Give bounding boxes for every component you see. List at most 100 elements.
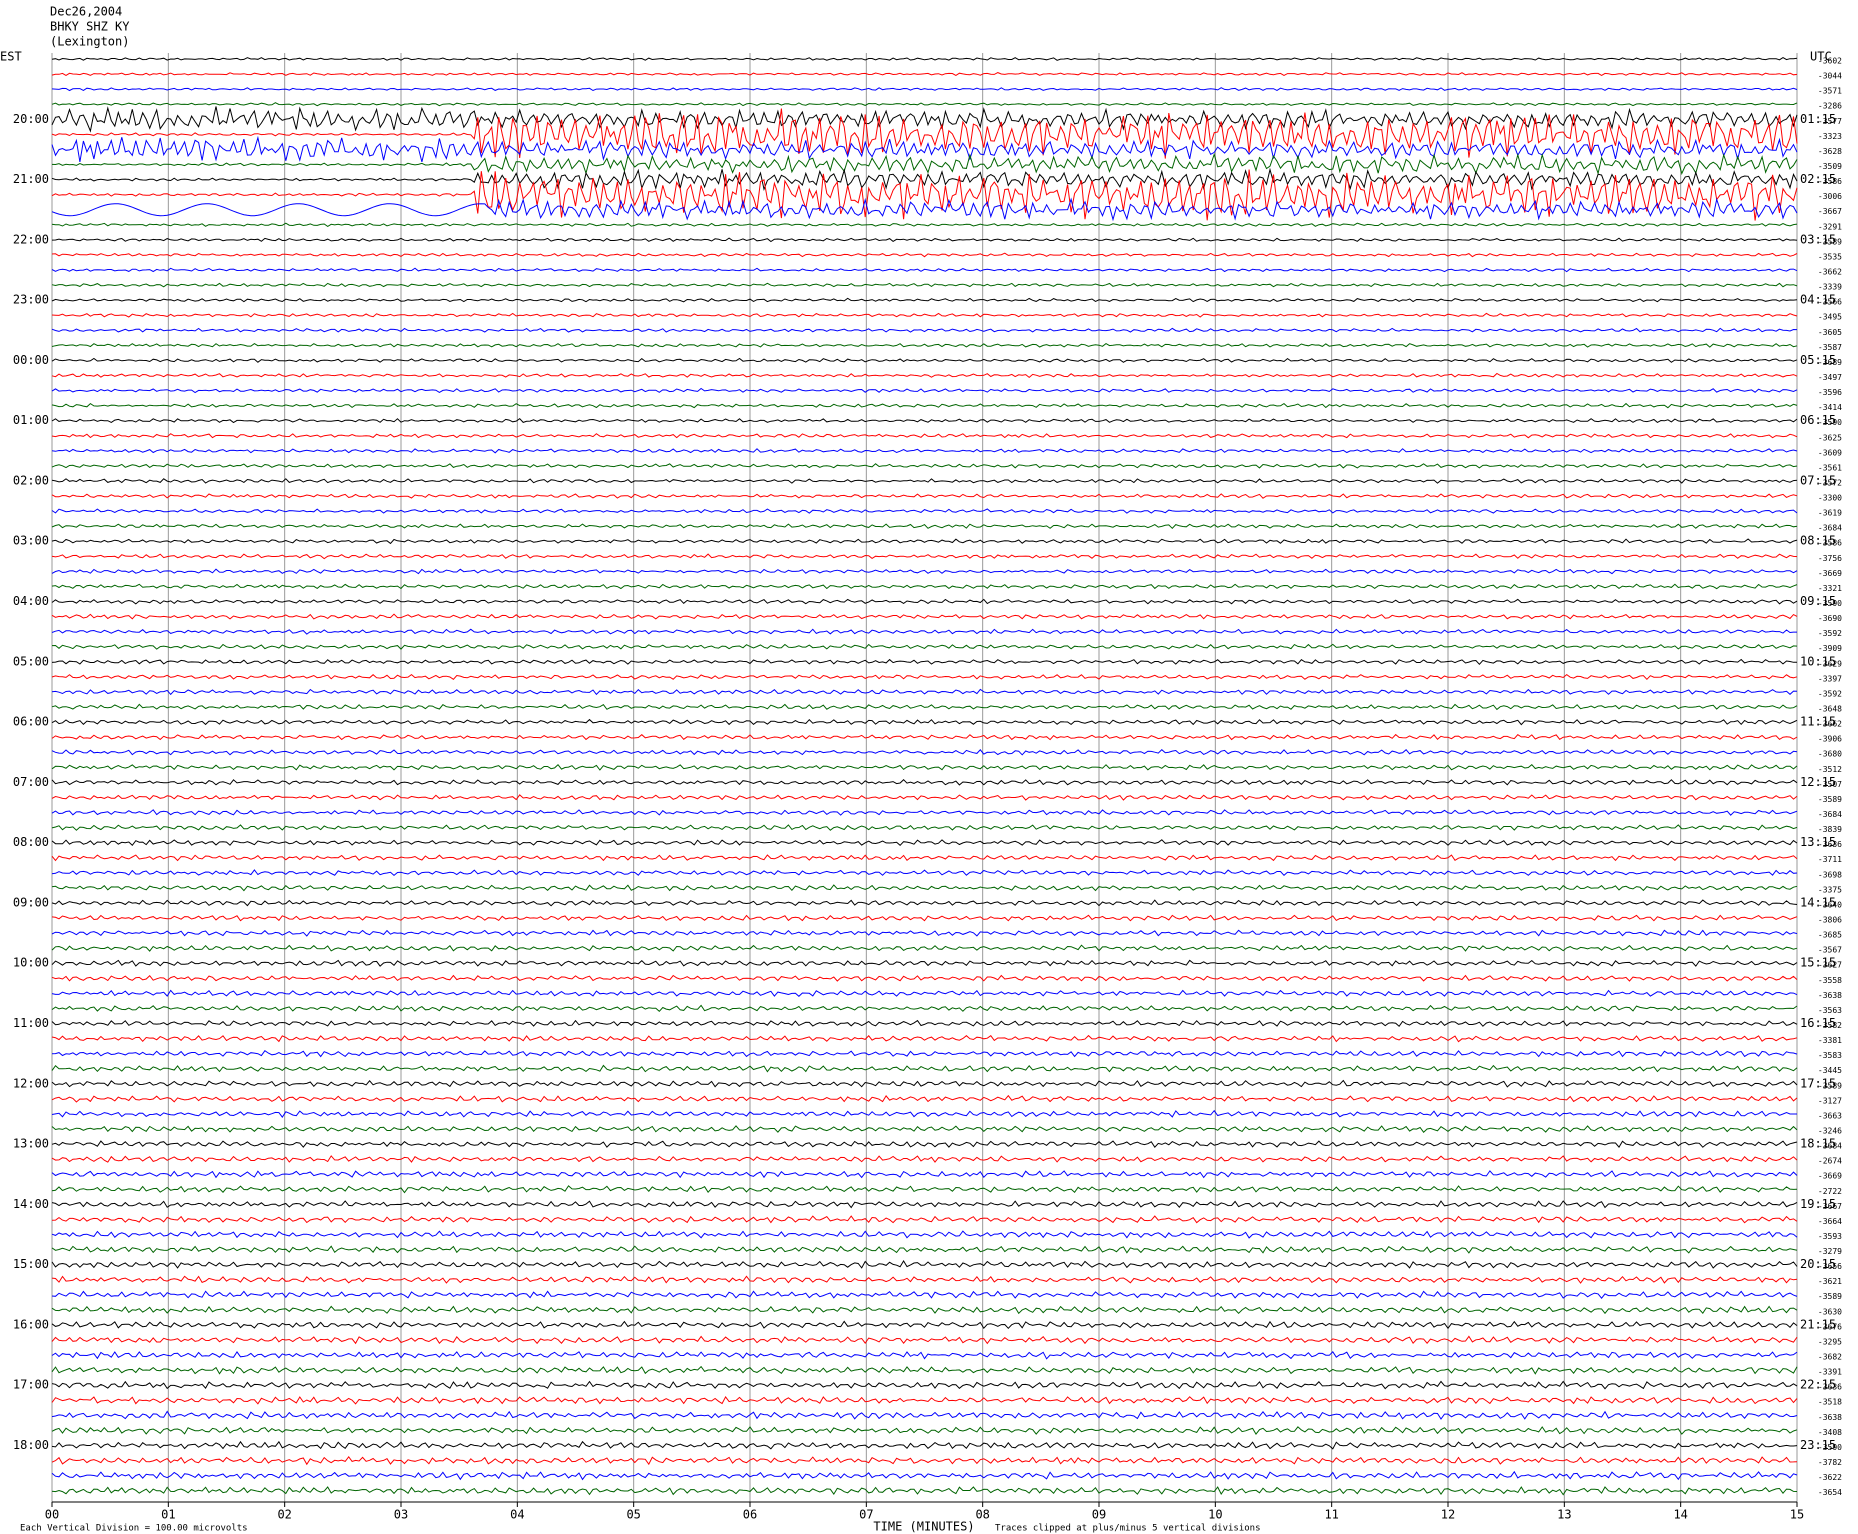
trace [51, 267, 1798, 273]
trace-offset: -3445 [1818, 1066, 1842, 1075]
trace-offset: -3535 [1818, 252, 1842, 261]
x-tick-label: 08 [975, 1508, 989, 1522]
est-label: 21:00 [13, 172, 49, 186]
trace-offset: -3711 [1818, 855, 1842, 864]
est-label: 03:00 [13, 534, 49, 548]
trace-offset: -3638 [1818, 1413, 1842, 1422]
utc-label: 04:15 [1800, 293, 1836, 307]
trace-offset: -3596 [1818, 388, 1842, 397]
trace [51, 418, 1798, 424]
utc-label: 06:15 [1800, 413, 1836, 427]
trace [51, 613, 1798, 620]
trace-offset: -3587 [1818, 343, 1842, 352]
header-line: (Lexington) [50, 35, 129, 49]
x-tick-label: 06 [743, 1508, 757, 1522]
x-tick-label: 04 [510, 1508, 524, 1522]
trace [51, 493, 1798, 499]
header-line: Dec26,2004 [50, 5, 122, 19]
trace [51, 508, 1798, 514]
trace [51, 102, 1798, 107]
trace-offset: -3397 [1818, 674, 1842, 683]
trace-offset: -3622 [1818, 1473, 1842, 1482]
trace-offset: -3589 [1818, 1081, 1842, 1090]
trace-offset: -3589 [1818, 1292, 1842, 1301]
trace-offset: -3640 [1818, 900, 1842, 909]
trace [51, 1155, 1798, 1163]
trace [51, 282, 1798, 288]
utc-label: 17:15 [1800, 1076, 1836, 1090]
trace-offset: -3592 [1818, 689, 1842, 698]
trace-offset: -3684 [1818, 524, 1842, 533]
trace [51, 1486, 1798, 1496]
x-tick-label: 13 [1557, 1508, 1571, 1522]
trace-offset: -3339 [1818, 283, 1842, 292]
trace [51, 478, 1798, 484]
trace-offset: -3806 [1818, 915, 1842, 924]
trace [51, 944, 1798, 952]
x-tick-label: 10 [1208, 1508, 1222, 1522]
x-tick-label: 05 [626, 1508, 640, 1522]
trace-offset: -3582 [1818, 1021, 1842, 1030]
utc-label: 13:15 [1800, 835, 1836, 849]
x-tick-label: 00 [45, 1508, 59, 1522]
trace-offset: -3558 [1818, 976, 1842, 985]
trace-offset: -3605 [1818, 328, 1842, 337]
trace-offset: -3636 [1818, 840, 1842, 849]
trace [51, 718, 1798, 726]
utc-label: 07:15 [1800, 473, 1836, 487]
trace [51, 523, 1798, 530]
trace-offset: -3663 [1818, 1111, 1842, 1120]
utc-label: 23:15 [1800, 1438, 1836, 1452]
trace-offset: -3006 [1818, 192, 1842, 201]
trace-offset: -3300 [1818, 494, 1842, 503]
trace-offset: -3621 [1818, 1277, 1842, 1286]
est-label: 15:00 [13, 1257, 49, 1271]
trace-offset: -3375 [1818, 885, 1842, 894]
trace [51, 135, 1798, 163]
trace-offset: -3684 [1818, 810, 1842, 819]
footer-left: Each Vertical Division = 100.00 microvol… [20, 1524, 248, 1534]
est-label: 02:00 [13, 473, 49, 487]
trace [51, 854, 1798, 862]
utc-label: 08:15 [1800, 534, 1836, 548]
trace [51, 448, 1798, 454]
trace [51, 1351, 1798, 1360]
trace [51, 402, 1798, 409]
est-label: 04:00 [13, 594, 49, 608]
est-label: 12:00 [13, 1076, 49, 1090]
est-label: 09:00 [13, 895, 49, 909]
trace-offset: -3782 [1818, 1458, 1842, 1467]
trace [51, 1004, 1798, 1012]
trace-offset: -3684 [1818, 1142, 1842, 1151]
trace [51, 1470, 1798, 1481]
trace-offset: -3566 [1818, 298, 1842, 307]
est-label: 11:00 [13, 1016, 49, 1030]
trace-offset: -3408 [1818, 1428, 1842, 1437]
trace-offset: -3656 [1818, 1262, 1842, 1271]
est-label: 20:00 [13, 112, 49, 126]
trace-offset: -3044 [1818, 72, 1842, 81]
trace [51, 357, 1798, 363]
utc-label: 18:15 [1800, 1137, 1836, 1151]
trace [51, 1410, 1798, 1420]
trace [51, 106, 1798, 133]
trace [51, 553, 1798, 560]
trace [51, 1260, 1798, 1269]
trace-offset: -3593 [1818, 1232, 1842, 1241]
x-tick-label: 12 [1441, 1508, 1455, 1522]
trace [51, 688, 1798, 696]
trace-offset: -3630 [1818, 1307, 1842, 1316]
trace-offset: -3127 [1818, 1096, 1842, 1105]
trace-offset: -3586 [1818, 539, 1842, 548]
trace-offset: -3685 [1818, 931, 1842, 940]
trace [51, 1185, 1798, 1194]
x-axis-title: TIME (MINUTES) [873, 1520, 974, 1534]
utc-label: 09:15 [1800, 594, 1836, 608]
est-label: 07:00 [13, 775, 49, 789]
trace-offset: -3662 [1818, 267, 1842, 276]
trace [51, 914, 1798, 922]
trace [51, 733, 1798, 741]
trace [51, 1050, 1798, 1058]
trace [51, 169, 1798, 221]
x-tick-label: 07 [859, 1508, 873, 1522]
